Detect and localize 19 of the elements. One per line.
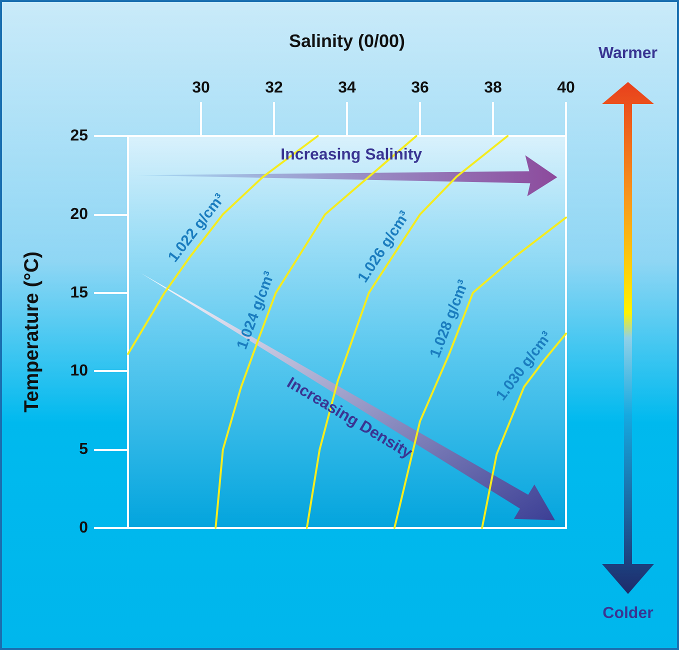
x-tick-label: 30 — [192, 80, 210, 96]
y-tick-label: 10 — [70, 362, 88, 380]
text: 1.028 g/cm³ — [426, 278, 472, 360]
y-tick-label: 5 — [79, 441, 88, 458]
y-tick-label: 25 — [70, 128, 88, 144]
x-tick-label: 38 — [484, 80, 502, 96]
x-axis-title: Salinity (0/00) — [288, 31, 406, 51]
y-tick-label: 0 — [79, 520, 88, 536]
x-tick-label: 36 — [411, 80, 429, 96]
x-tick-label: 40 — [557, 80, 575, 96]
text: Warmer — [598, 45, 658, 62]
x-tick-label: 32 — [265, 80, 283, 96]
y-tick-label: 15 — [70, 284, 88, 302]
x-tick-label: 34 — [338, 80, 356, 96]
y-tick-label: 20 — [70, 206, 88, 223]
text: 1.024 g/cm³ — [234, 269, 278, 352]
y-axis-title: Temperature (°C) — [21, 252, 43, 412]
text: Colder — [602, 605, 654, 622]
line-series — [481, 332, 567, 529]
